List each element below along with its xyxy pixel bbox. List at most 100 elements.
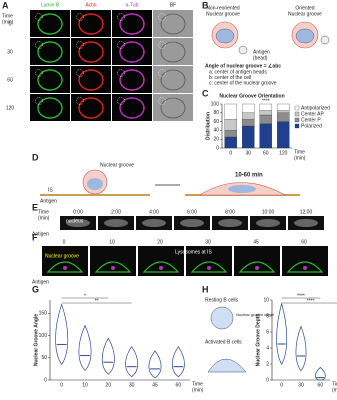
bar [259, 114, 273, 124]
cell [286, 261, 324, 273]
text: Oriented [295, 5, 314, 11]
lysosome [303, 266, 307, 270]
nucleus [228, 185, 256, 193]
bar [224, 103, 238, 120]
cell [37, 13, 63, 35]
x-tick-label: 60 [176, 382, 182, 388]
legend-swatch [294, 105, 300, 111]
annotation: * [84, 293, 86, 299]
y-tick-label: 6 [266, 329, 269, 335]
x-tick-label: 0 [280, 382, 283, 388]
cell [160, 13, 186, 35]
annotation: **** [297, 293, 305, 299]
row-label: 0 [9, 21, 12, 27]
cell [78, 13, 104, 35]
cell [160, 97, 186, 119]
text: Nuclear groove [100, 162, 134, 168]
legend-label: Antipolarized [301, 105, 330, 111]
legend-label: Polarized [301, 123, 322, 129]
bar [276, 103, 290, 111]
note: c: center of the nuclear groove [209, 80, 277, 86]
panel-label: E [32, 202, 38, 212]
legend-swatch [294, 123, 300, 129]
panel-label: G [32, 284, 39, 294]
x-tick-label: 0 [229, 150, 232, 156]
bead [35, 41, 43, 49]
column-title: Lamin B [41, 2, 60, 8]
y-axis-label: Distribution [205, 112, 211, 140]
legend-label: Center P [301, 117, 321, 123]
cell [78, 41, 104, 63]
violin [78, 324, 92, 372]
x-axis-label: Time [294, 149, 305, 155]
time-label: 60 [301, 239, 307, 245]
violin [171, 346, 185, 378]
y-axis-label: Nuclear Groove Angle [33, 314, 39, 367]
cell [119, 97, 145, 119]
note: b: center of the cell [209, 75, 251, 81]
bead [117, 13, 125, 21]
cell [37, 41, 63, 63]
text: Antigen [253, 49, 270, 55]
x-tick-label: 120 [279, 150, 288, 156]
bar [241, 119, 255, 127]
text: Nuclear groove depth [236, 312, 274, 317]
time-label: 10 [109, 239, 115, 245]
bar [241, 103, 255, 113]
note: a: center of antigen beads [209, 69, 267, 75]
annotation: ** [95, 298, 99, 304]
lysosome [207, 266, 211, 270]
y-axis-label: Nuclear Groove Depth [255, 314, 261, 367]
lysosome [255, 266, 259, 270]
bead [76, 97, 84, 105]
bead [238, 45, 248, 55]
lysosome [63, 266, 67, 270]
text: 10-60 min [235, 173, 263, 179]
bar [224, 119, 238, 131]
bead [117, 69, 125, 77]
bar [276, 112, 290, 122]
x-tick-label: 30 [129, 382, 135, 388]
bar [224, 130, 238, 138]
y-tick-label: 8 [266, 313, 269, 319]
bar [276, 110, 290, 113]
cell [104, 219, 128, 227]
text: Angle of nuclear groove = ∠abc [205, 63, 281, 69]
cell [142, 219, 166, 227]
lysosome [111, 266, 115, 270]
violin [148, 350, 162, 379]
time-label: 4:00 [149, 209, 159, 215]
bead [35, 97, 43, 105]
y-tick-label: 40 [213, 128, 219, 134]
cell [78, 69, 104, 91]
time-label: 0 [63, 239, 66, 245]
y-tick-label: 0 [44, 377, 47, 383]
text: nucleus [66, 218, 84, 224]
y-tick-label: 60 [213, 119, 219, 125]
cell [180, 219, 204, 227]
bar [259, 103, 273, 111]
cell [142, 261, 180, 273]
bead [158, 13, 166, 21]
cell [37, 69, 63, 91]
violin [55, 303, 69, 366]
text: Non-reoriented [206, 5, 240, 11]
cell [119, 69, 145, 91]
time-label: 30 [205, 239, 211, 245]
nucleus [87, 178, 103, 190]
annotation: **** [307, 298, 315, 304]
y-tick-label: 80 [213, 110, 219, 116]
cell [238, 261, 276, 273]
panel-label: D [32, 152, 39, 162]
bead [117, 41, 125, 49]
cell [94, 261, 132, 273]
axis [49, 300, 190, 381]
cell [210, 306, 234, 330]
x-tick-label: 30 [298, 382, 304, 388]
bar [241, 125, 255, 149]
text: Nuclear groove [206, 11, 240, 17]
violin [101, 337, 115, 375]
bead [76, 69, 84, 77]
x-tick-label: 45 [152, 382, 158, 388]
